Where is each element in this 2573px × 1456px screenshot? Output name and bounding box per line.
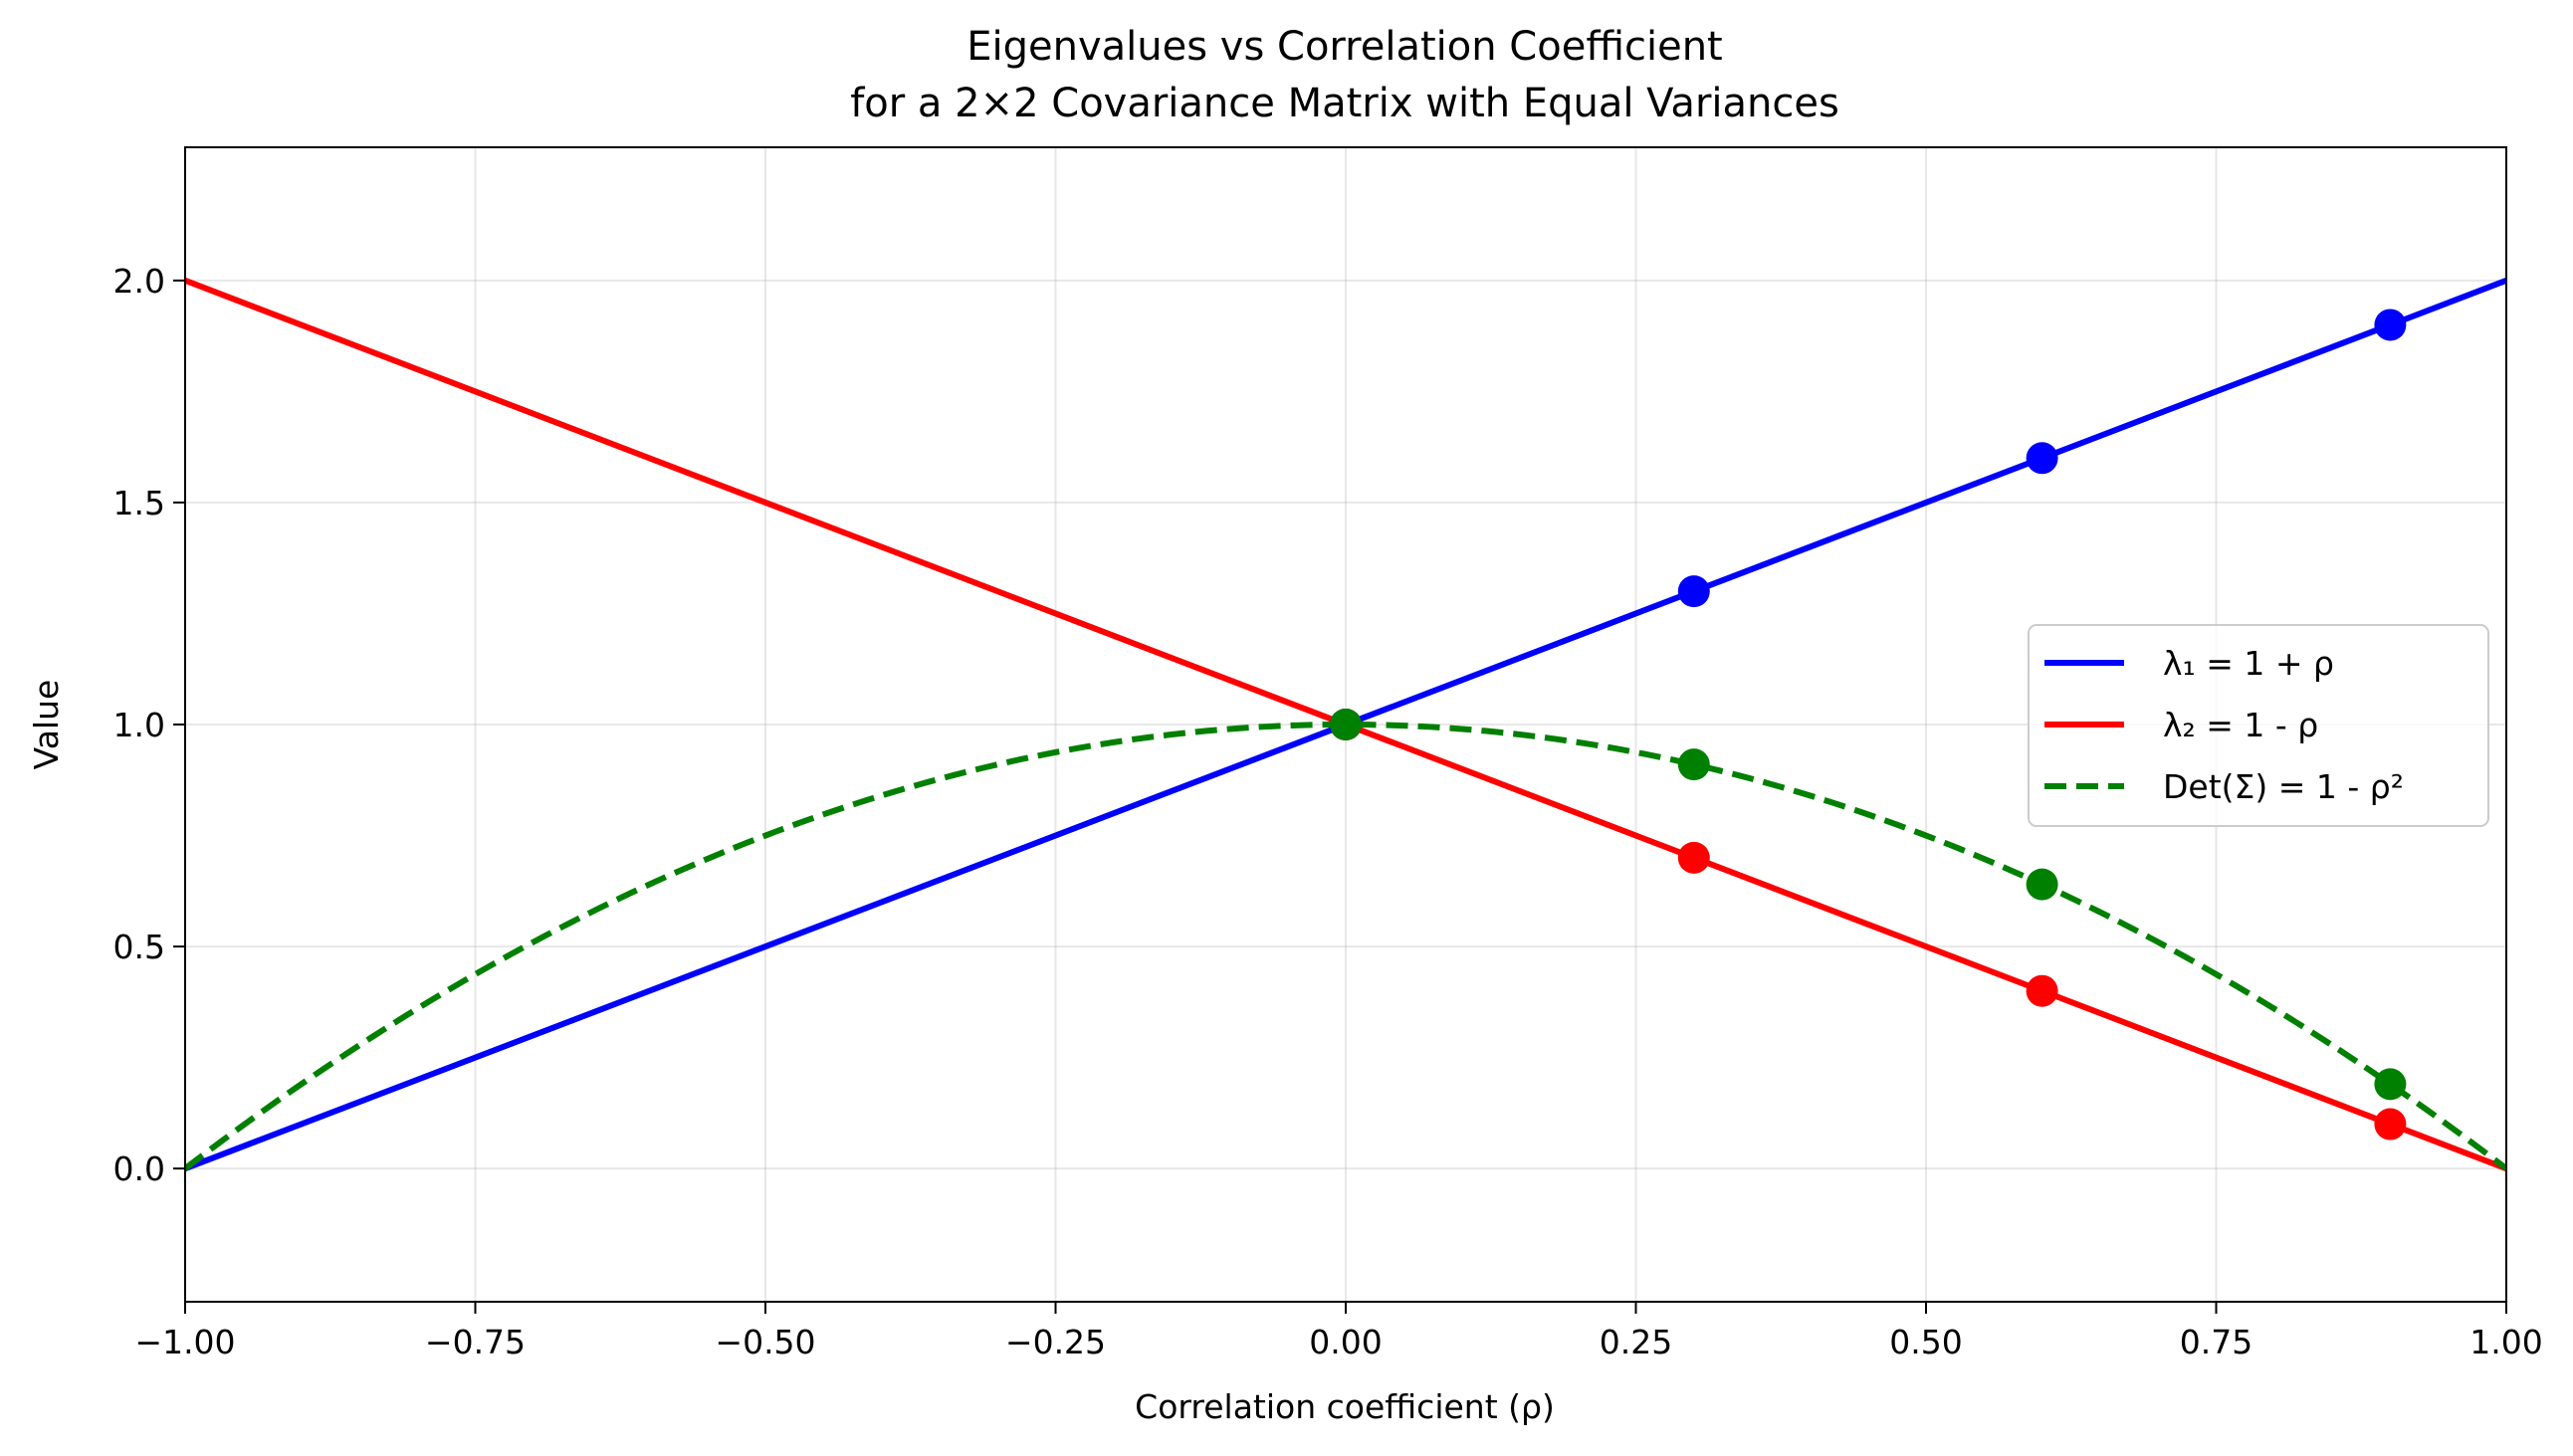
x-tick-label: −1.00 (134, 1323, 235, 1361)
x-tick-label: 0.50 (1889, 1323, 1962, 1361)
legend-determinant-label: Det(Σ) = 1 - ρ² (2163, 767, 2404, 806)
x-tick-label: 0.00 (1309, 1323, 1382, 1361)
determinant-marker (1330, 709, 1362, 740)
y-tick-label: 2.0 (113, 262, 165, 301)
lambda1-marker (2026, 442, 2058, 475)
y-axis-label: Value (27, 680, 66, 770)
x-axis-ticks: −1.00 −0.75 −0.50 −0.25 0.00 0.25 0.50 0.75 1.00 (134, 1302, 2543, 1361)
y-tick-label: 1.0 (113, 706, 165, 744)
legend-box (2028, 624, 2489, 827)
lambda2-marker (1677, 841, 1710, 874)
chart-title: Eigenvalues vs Correlation Coefficient f… (850, 24, 1839, 126)
lambda1-marker (1677, 575, 1710, 608)
y-tick-label: 0.0 (113, 1149, 165, 1188)
x-tick-label: −0.25 (1005, 1323, 1106, 1361)
legend-lambda1-label: λ₁ = 1 + ρ (2163, 644, 2334, 683)
x-tick-label: −0.50 (715, 1323, 815, 1361)
determinant-marker (2374, 1068, 2407, 1101)
y-tick-label: 1.5 (113, 484, 165, 522)
determinant-marker (1677, 748, 1710, 781)
lambda1-marker (2374, 309, 2407, 341)
lambda2-marker (2026, 974, 2058, 1007)
y-axis-ticks: 0.0 0.5 1.0 1.5 2.0 (113, 262, 185, 1188)
x-tick-label: 1.00 (2469, 1323, 2542, 1361)
legend: λ₁ = 1 + ρ λ₂ = 1 - ρ Det(Σ) = 1 - ρ² (2028, 624, 2489, 827)
determinant-marker (2026, 868, 2058, 901)
x-tick-label: −0.75 (425, 1323, 526, 1361)
x-tick-label: 0.75 (2180, 1323, 2252, 1361)
chart-title-line-2: for a 2×2 Covariance Matrix with Equal V… (850, 81, 1839, 126)
grid (184, 147, 2507, 1302)
legend-lambda2-label: λ₂ = 1 - ρ (2163, 706, 2318, 744)
chart-title-line-1: Eigenvalues vs Correlation Coefficient (966, 24, 1723, 70)
x-axis-label: Correlation coefficient (ρ) (1135, 1387, 1555, 1426)
lambda2-marker (2374, 1108, 2407, 1141)
y-tick-label: 0.5 (113, 928, 165, 966)
x-tick-label: 0.25 (1600, 1323, 1672, 1361)
series-markers (1330, 309, 2407, 1141)
determinant-line (185, 721, 2506, 1171)
